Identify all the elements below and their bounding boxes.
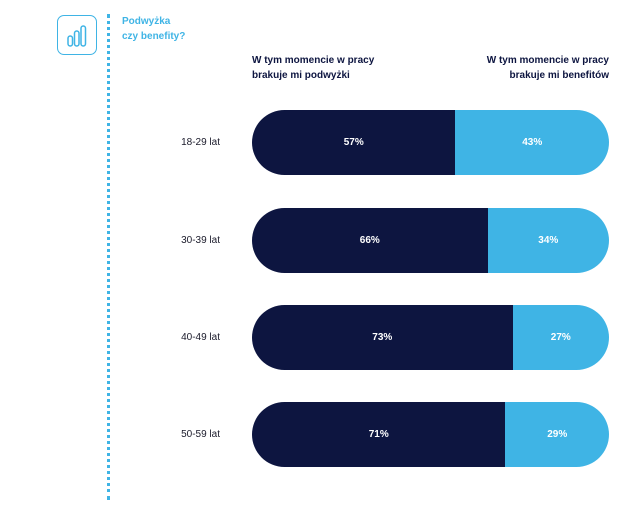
stacked-bar: 66% 34% [252, 208, 609, 273]
category-label: 50-59 lat [181, 428, 220, 440]
chart-title: Podwyżka czy benefity? [122, 14, 242, 44]
stacked-bar: 73% 27% [252, 305, 609, 370]
bar-segment-benefits: 27% [512, 305, 609, 370]
legend-raise-line1: W tym momencie w pracy [252, 55, 375, 66]
bar-segment-raise: 71% [252, 402, 506, 467]
data-label: 29% [547, 429, 568, 440]
legend-benefits: W tym momencie w pracy brakuje mi benefi… [487, 53, 609, 83]
legend-raise-line2: brakuje mi podwyżki [252, 70, 350, 81]
data-label: 57% [343, 137, 364, 148]
dotted-divider [107, 14, 110, 500]
bar-segment-raise: 73% [252, 305, 513, 370]
legend-raise: W tym momencie w pracy brakuje mi podwyż… [252, 53, 374, 83]
data-label: 27% [550, 332, 571, 343]
category-label: 18-29 lat [181, 136, 220, 148]
data-label: 71% [368, 429, 389, 440]
data-label: 34% [538, 235, 559, 246]
bar-segment-benefits: 43% [455, 110, 609, 175]
bar-segment-raise: 57% [252, 110, 456, 175]
bar-chart-icon [57, 15, 97, 55]
data-label: 66% [359, 235, 380, 246]
stacked-bar: 71% 29% [252, 402, 609, 467]
stacked-bar: 57% 43% [252, 110, 609, 175]
bar-chart-icon-graphic [67, 25, 87, 47]
chart-title-line1: Podwyżka [122, 16, 171, 27]
data-label: 73% [372, 332, 393, 343]
bar-segment-benefits: 34% [487, 208, 609, 273]
chart-title-line2: czy benefity? [122, 31, 186, 42]
bar-segment-benefits: 29% [505, 402, 609, 467]
legend-benefits-line2: brakuje mi benefitów [509, 70, 609, 81]
bar-segment-raise: 66% [252, 208, 488, 273]
category-label: 40-49 lat [181, 331, 220, 343]
legend-benefits-line1: W tym momencie w pracy [486, 55, 609, 66]
category-label: 30-39 lat [181, 234, 220, 246]
data-label: 43% [522, 137, 543, 148]
